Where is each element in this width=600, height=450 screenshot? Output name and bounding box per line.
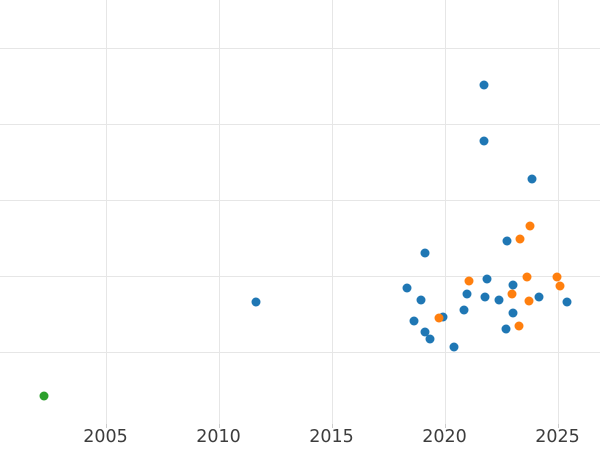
point-blue [480, 292, 490, 302]
point-blue [409, 316, 419, 326]
point-orange [434, 313, 444, 323]
point-orange [515, 234, 525, 244]
point-blue [462, 289, 472, 299]
point-orange [507, 289, 517, 299]
x-tick-mark [557, 424, 559, 428]
point-blue [508, 280, 518, 290]
y-gridline [0, 276, 600, 278]
x-gridline [557, 0, 559, 424]
point-orange [552, 272, 562, 282]
x-tick-label: 2025 [535, 427, 580, 447]
point-blue [479, 80, 489, 89]
point-blue [527, 174, 537, 184]
x-tick-mark [331, 424, 333, 428]
point-green [39, 391, 49, 401]
y-gridline [0, 48, 600, 49]
point-blue [420, 248, 430, 258]
x-gridline [105, 0, 107, 424]
point-orange [525, 221, 535, 231]
x-axis: 2005 2010 2015 2020 2025 [0, 424, 600, 450]
point-blue [508, 308, 518, 318]
x-gridline [218, 0, 220, 424]
x-tick-label: 2005 [83, 427, 128, 447]
point-blue [562, 297, 572, 307]
point-orange [555, 281, 565, 290]
point-blue [420, 327, 430, 337]
x-gridline [331, 0, 333, 424]
x-tick-label: 2020 [422, 427, 467, 447]
y-gridline [0, 124, 600, 126]
x-gridline [444, 0, 446, 424]
point-blue [502, 236, 512, 245]
point-orange [514, 321, 524, 331]
point-blue [494, 295, 504, 305]
point-blue [534, 292, 544, 302]
point-orange [464, 276, 474, 286]
x-tick-mark [218, 424, 220, 428]
point-orange [524, 296, 534, 306]
plot-area [0, 0, 600, 424]
point-blue [251, 297, 261, 307]
x-tick-mark [105, 424, 107, 428]
point-blue [479, 136, 489, 146]
x-tick-label: 2015 [309, 427, 354, 447]
x-tick-label: 2010 [196, 427, 241, 447]
point-blue [482, 274, 492, 284]
point-blue [402, 283, 412, 293]
point-blue [416, 295, 426, 305]
point-blue [501, 324, 511, 334]
y-gridline [0, 352, 600, 354]
point-blue [425, 334, 435, 344]
point-orange [522, 272, 532, 282]
point-blue [449, 342, 459, 352]
x-tick-mark [444, 424, 446, 428]
y-gridline [0, 200, 600, 202]
point-blue [459, 305, 469, 315]
